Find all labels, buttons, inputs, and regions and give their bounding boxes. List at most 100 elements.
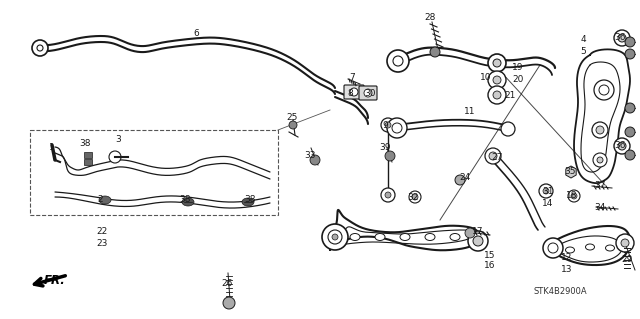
Text: 21: 21 bbox=[504, 92, 516, 100]
Circle shape bbox=[364, 89, 372, 97]
Text: 29: 29 bbox=[621, 256, 633, 264]
Circle shape bbox=[381, 188, 395, 202]
Text: 26: 26 bbox=[221, 278, 233, 287]
Circle shape bbox=[571, 193, 577, 199]
Text: 7: 7 bbox=[349, 73, 355, 83]
Circle shape bbox=[381, 118, 395, 132]
Text: 22: 22 bbox=[97, 227, 108, 236]
Text: 19: 19 bbox=[512, 63, 524, 72]
Circle shape bbox=[493, 76, 501, 84]
Circle shape bbox=[489, 152, 497, 160]
Ellipse shape bbox=[425, 234, 435, 241]
Circle shape bbox=[501, 122, 515, 136]
Circle shape bbox=[37, 45, 43, 51]
Ellipse shape bbox=[99, 196, 111, 204]
Circle shape bbox=[468, 231, 488, 251]
Circle shape bbox=[387, 50, 409, 72]
Text: 20: 20 bbox=[512, 76, 524, 85]
FancyBboxPatch shape bbox=[359, 86, 377, 100]
Circle shape bbox=[310, 155, 320, 165]
Circle shape bbox=[618, 34, 626, 42]
Text: 3: 3 bbox=[115, 136, 121, 145]
Circle shape bbox=[594, 80, 614, 100]
Circle shape bbox=[409, 191, 421, 203]
Circle shape bbox=[493, 59, 501, 67]
Text: 8: 8 bbox=[347, 88, 353, 98]
Text: 24: 24 bbox=[460, 173, 470, 182]
Text: 37: 37 bbox=[595, 182, 605, 190]
Text: 33: 33 bbox=[304, 151, 316, 160]
Text: 9: 9 bbox=[382, 122, 388, 130]
Text: 32: 32 bbox=[407, 192, 419, 202]
Text: 11: 11 bbox=[464, 108, 476, 116]
Text: 39: 39 bbox=[380, 144, 391, 152]
Ellipse shape bbox=[182, 198, 194, 206]
Circle shape bbox=[328, 230, 342, 244]
Ellipse shape bbox=[605, 245, 614, 251]
Circle shape bbox=[223, 297, 235, 309]
Ellipse shape bbox=[586, 244, 595, 250]
Circle shape bbox=[593, 153, 607, 167]
Circle shape bbox=[539, 184, 553, 198]
Text: 15: 15 bbox=[484, 250, 496, 259]
Bar bbox=[84, 152, 92, 158]
FancyBboxPatch shape bbox=[344, 85, 364, 99]
Circle shape bbox=[385, 151, 395, 161]
Circle shape bbox=[625, 49, 635, 59]
Circle shape bbox=[568, 190, 580, 202]
Circle shape bbox=[625, 103, 635, 113]
Circle shape bbox=[596, 126, 604, 134]
Circle shape bbox=[599, 85, 609, 95]
Text: 31: 31 bbox=[542, 187, 554, 196]
Text: 36: 36 bbox=[614, 142, 626, 151]
Circle shape bbox=[493, 91, 501, 99]
Text: 38: 38 bbox=[79, 138, 91, 147]
Text: 28: 28 bbox=[424, 13, 436, 23]
Text: 6: 6 bbox=[193, 28, 199, 38]
Text: 18: 18 bbox=[566, 191, 578, 201]
Ellipse shape bbox=[375, 234, 385, 241]
Circle shape bbox=[625, 150, 635, 160]
Text: FR.: FR. bbox=[44, 273, 66, 286]
Text: 4: 4 bbox=[580, 35, 586, 44]
Text: 30: 30 bbox=[364, 88, 376, 98]
Circle shape bbox=[614, 138, 630, 154]
Text: 34: 34 bbox=[595, 203, 605, 211]
Text: 35: 35 bbox=[564, 167, 576, 176]
Circle shape bbox=[473, 236, 483, 246]
Circle shape bbox=[488, 54, 506, 72]
Text: 12: 12 bbox=[561, 254, 573, 263]
Bar bbox=[84, 159, 92, 165]
Text: 36: 36 bbox=[614, 33, 626, 42]
Circle shape bbox=[488, 71, 506, 89]
Circle shape bbox=[625, 37, 635, 47]
Text: 38: 38 bbox=[244, 196, 256, 204]
Text: 27: 27 bbox=[492, 152, 502, 161]
Circle shape bbox=[412, 194, 418, 200]
Circle shape bbox=[430, 47, 440, 57]
Circle shape bbox=[616, 234, 634, 252]
Text: 5: 5 bbox=[580, 48, 586, 56]
Text: 13: 13 bbox=[561, 265, 573, 275]
Text: 38: 38 bbox=[179, 196, 191, 204]
Text: STK4B2900A: STK4B2900A bbox=[533, 286, 587, 295]
Circle shape bbox=[621, 239, 629, 247]
Text: 17: 17 bbox=[472, 227, 484, 236]
Text: 16: 16 bbox=[484, 261, 496, 270]
Circle shape bbox=[614, 30, 630, 46]
Text: 23: 23 bbox=[96, 239, 108, 248]
Circle shape bbox=[289, 121, 297, 129]
Circle shape bbox=[393, 56, 403, 66]
Ellipse shape bbox=[450, 234, 460, 241]
Text: 2: 2 bbox=[97, 196, 103, 204]
Circle shape bbox=[32, 40, 48, 56]
Circle shape bbox=[485, 148, 501, 164]
Circle shape bbox=[109, 151, 121, 163]
Circle shape bbox=[618, 142, 626, 150]
Ellipse shape bbox=[400, 234, 410, 241]
Circle shape bbox=[548, 243, 558, 253]
Circle shape bbox=[385, 122, 391, 128]
Circle shape bbox=[597, 157, 603, 163]
Circle shape bbox=[385, 192, 391, 198]
Text: 14: 14 bbox=[542, 198, 554, 207]
